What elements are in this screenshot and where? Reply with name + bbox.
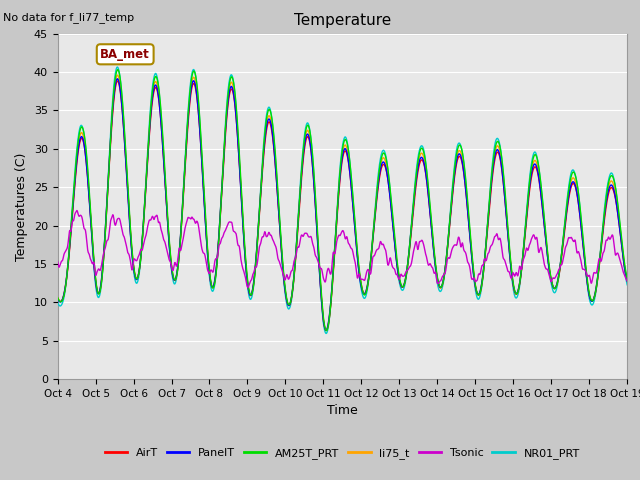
Legend: AirT, PanelT, AM25T_PRT, li75_t, Tsonic, NR01_PRT: AirT, PanelT, AM25T_PRT, li75_t, Tsonic,… [100, 444, 584, 463]
Y-axis label: Temperatures (C): Temperatures (C) [15, 152, 28, 261]
Title: Temperature: Temperature [294, 13, 391, 28]
Text: BA_met: BA_met [100, 48, 150, 61]
X-axis label: Time: Time [327, 405, 358, 418]
Text: No data for f_li77_temp: No data for f_li77_temp [3, 12, 134, 23]
